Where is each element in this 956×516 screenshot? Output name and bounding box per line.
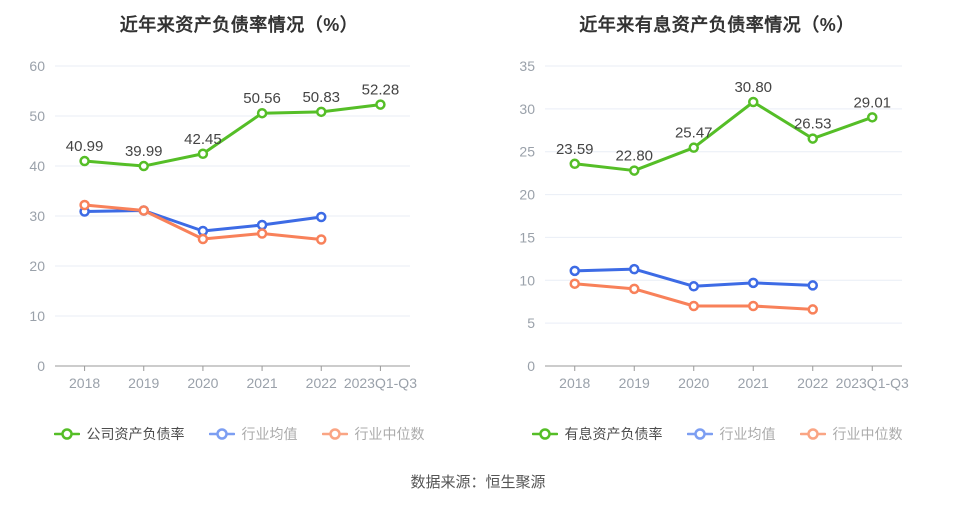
y-axis-tick-label: 25	[519, 144, 535, 160]
legend-label: 行业均值	[241, 426, 298, 442]
x-axis-tick-label: 2019	[619, 375, 650, 391]
legend-label: 行业中位数	[832, 426, 903, 442]
y-axis-tick-label: 0	[37, 358, 45, 374]
data-point-label: 40.99	[66, 138, 104, 155]
data-point-label: 25.47	[675, 125, 713, 142]
data-point-label: 39.99	[125, 143, 163, 160]
y-axis-tick-label: 35	[519, 58, 535, 74]
data-point[interactable]	[316, 106, 327, 118]
interest-bearing-plot-canvas[interactable]: 0 5 10 15 20 25 30 35 2018 2019 2020 2021 2022 2023Q1…	[478, 50, 956, 395]
legend-label: 行业均值	[719, 426, 776, 442]
data-point-label: 26.53	[794, 116, 832, 133]
data-point[interactable]	[629, 283, 640, 295]
y-axis-tick-label: 10	[519, 272, 535, 288]
data-source-note: 数据来源：恒生聚源	[410, 474, 546, 491]
legend-label: 有息资产负债率	[564, 426, 663, 442]
data-point[interactable]	[569, 158, 580, 170]
data-point[interactable]	[138, 160, 149, 172]
legend-line-marker-icon	[686, 428, 713, 440]
x-axis-tick-label: 2023Q1-Q3	[836, 375, 909, 391]
data-point[interactable]	[807, 304, 818, 315]
asset-liability-plot-canvas[interactable]: 0 10 20 30 40 50 60 2018 2019 2020 2021 2022 2023Q1-…	[0, 50, 478, 395]
y-axis-tick-label: 30	[519, 101, 535, 117]
chart-title-asset-liability: 近年来资产负债率情况（%）	[119, 15, 359, 35]
legend-item-2[interactable]: 行业中位数	[799, 424, 903, 444]
data-point-label: 50.56	[243, 90, 281, 107]
data-point[interactable]	[688, 300, 699, 312]
x-axis-tick-label: 2021	[738, 375, 769, 391]
x-axis-tick-label: 2022	[797, 375, 828, 391]
chart-interest-bearing-liability-ratio: 近年来有息资产负债率情况（%） 0 5 10 15 20 25 30 35 2018 2019 20…	[478, 0, 956, 445]
legend-item-2[interactable]: 行业中位数	[321, 424, 425, 444]
x-axis-tick-label: 2023Q1-Q3	[344, 375, 417, 391]
legend-item-1[interactable]: 行业均值	[208, 424, 298, 444]
y-axis-tick-label: 30	[29, 208, 45, 224]
data-point[interactable]	[316, 211, 327, 223]
charts-row: 近年来资产负债率情况（%） 0 10 20 30 40 50 60 2018 2019 2020 2…	[0, 0, 956, 445]
data-point-label: 42.45	[184, 131, 222, 148]
data-point[interactable]	[79, 155, 90, 167]
legend-item-0[interactable]: 有息资产负债率	[531, 424, 663, 444]
x-axis-tick-label: 2022	[306, 375, 337, 391]
y-axis-tick-label: 15	[519, 229, 535, 245]
data-point[interactable]	[375, 99, 386, 110]
legend-line-marker-icon	[208, 428, 235, 440]
data-point-label: 23.59	[556, 141, 594, 158]
legend-line-marker-icon	[53, 428, 80, 440]
x-axis-tick-label: 2020	[678, 375, 709, 391]
data-point[interactable]	[197, 233, 209, 245]
y-axis-tick-label: 50	[29, 108, 45, 124]
x-axis-tick-label: 2020	[187, 375, 218, 391]
legend-line-marker-icon	[799, 428, 826, 440]
series-line-0	[573, 100, 874, 173]
data-point[interactable]	[748, 300, 759, 312]
data-point[interactable]	[748, 96, 759, 108]
data-point[interactable]	[569, 265, 580, 277]
x-axis-tick-label: 2021	[247, 375, 278, 391]
legend-label: 行业中位数	[354, 426, 425, 442]
x-axis-tick-label: 2018	[559, 375, 590, 391]
x-axis-tick-label: 2018	[69, 375, 100, 391]
data-point[interactable]	[256, 219, 268, 231]
data-point[interactable]	[807, 280, 818, 291]
data-point[interactable]	[688, 281, 699, 292]
data-point-label: 52.28	[362, 82, 400, 99]
data-point[interactable]	[748, 277, 759, 289]
asset-liability-legend: 公司资产负债率 行业均值 行业中位数	[0, 423, 478, 445]
data-point[interactable]	[807, 133, 818, 144]
legend-line-marker-icon	[321, 428, 348, 440]
y-axis-tick-label: 5	[527, 315, 535, 331]
data-point-label: 29.01	[853, 94, 891, 111]
data-point[interactable]	[138, 205, 149, 216]
data-point[interactable]	[688, 142, 699, 153]
y-axis-tick-label: 10	[29, 308, 45, 324]
data-point[interactable]	[629, 165, 640, 176]
data-point-label: 30.80	[734, 79, 772, 96]
legend-line-marker-icon	[531, 428, 558, 440]
y-axis-tick-label: 0	[527, 358, 535, 374]
data-point[interactable]	[79, 199, 90, 211]
legend-item-0[interactable]: 公司资产负债率	[53, 424, 185, 444]
chart-title-interest-bearing: 近年来有息资产负债率情况（%）	[579, 15, 855, 35]
legend-item-1[interactable]: 行业均值	[686, 424, 776, 444]
data-point[interactable]	[197, 148, 209, 159]
data-point[interactable]	[629, 263, 640, 275]
interest-bearing-legend: 有息资产负债率 行业均值 行业中位数	[478, 423, 956, 445]
y-axis-tick-label: 20	[29, 258, 45, 274]
data-point[interactable]	[569, 278, 580, 289]
data-point[interactable]	[867, 112, 878, 123]
x-axis-tick-label: 2019	[128, 375, 159, 391]
data-point[interactable]	[256, 228, 268, 239]
y-axis-tick-label: 20	[519, 187, 535, 203]
series-line-0	[83, 103, 382, 168]
data-point[interactable]	[316, 234, 327, 245]
legend-label: 公司资产负债率	[86, 426, 185, 442]
data-point-label: 50.83	[302, 89, 340, 106]
y-axis-tick-label: 40	[29, 158, 45, 174]
data-point-label: 22.80	[615, 148, 653, 165]
y-axis-tick-label: 60	[29, 58, 45, 74]
data-point[interactable]	[256, 107, 268, 119]
chart-asset-liability-ratio: 近年来资产负债率情况（%） 0 10 20 30 40 50 60 2018 2019 2020 2…	[0, 0, 478, 445]
